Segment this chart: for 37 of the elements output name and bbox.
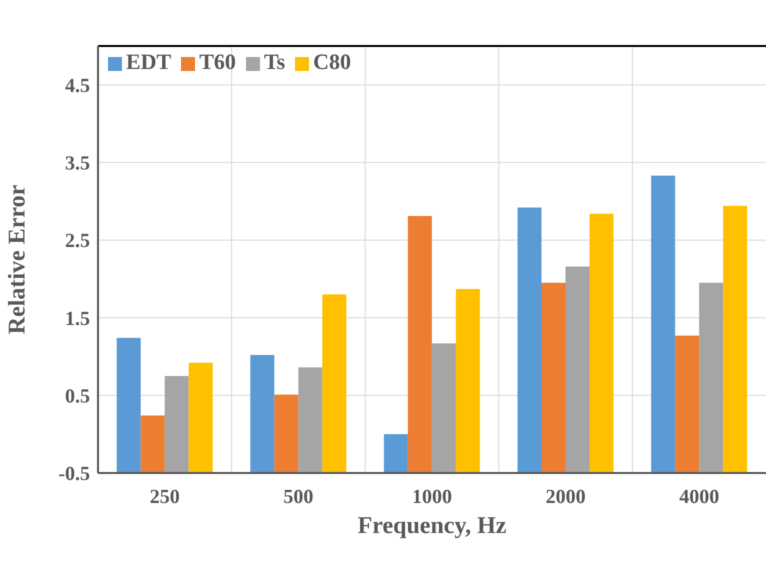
bar bbox=[250, 354, 274, 473]
y-tick-label: -0.5 bbox=[58, 463, 90, 486]
legend-label: EDT bbox=[126, 49, 172, 74]
bar bbox=[140, 416, 165, 473]
bar bbox=[723, 206, 748, 473]
bar bbox=[408, 216, 432, 473]
x-tick-label: 500 bbox=[283, 486, 314, 508]
bar bbox=[699, 282, 724, 473]
bar bbox=[456, 289, 480, 473]
y-tick-label: 2.5 bbox=[65, 230, 90, 252]
bar bbox=[188, 362, 213, 473]
legend-label: C80 bbox=[313, 49, 352, 74]
y-tick-label: 3.5 bbox=[65, 152, 90, 175]
bar bbox=[274, 394, 298, 473]
bar bbox=[518, 207, 542, 473]
bar bbox=[432, 343, 456, 473]
x-tick-label: 2000 bbox=[546, 486, 586, 508]
bar bbox=[590, 214, 614, 473]
bar bbox=[164, 376, 189, 473]
y-tick-label: 1.5 bbox=[65, 308, 90, 330]
bar bbox=[322, 294, 346, 473]
bar bbox=[675, 336, 700, 473]
x-tick-label: 4000 bbox=[679, 486, 720, 508]
legend-label: Ts bbox=[264, 49, 286, 74]
y-tick-label: 0.5 bbox=[65, 385, 90, 408]
bar bbox=[566, 266, 590, 473]
bar bbox=[542, 282, 566, 473]
x-tick-label: 1000 bbox=[412, 486, 452, 508]
y-tick-label: 4.5 bbox=[65, 74, 90, 97]
bar bbox=[298, 367, 322, 473]
bar bbox=[651, 176, 676, 473]
legend-label: T60 bbox=[199, 49, 236, 74]
x-axis-title: Frequency, Hz bbox=[358, 513, 507, 539]
x-tick-label: 250 bbox=[150, 486, 180, 508]
bar bbox=[384, 434, 408, 473]
y-axis-title: Relative Error bbox=[4, 184, 31, 334]
bar bbox=[116, 338, 141, 473]
